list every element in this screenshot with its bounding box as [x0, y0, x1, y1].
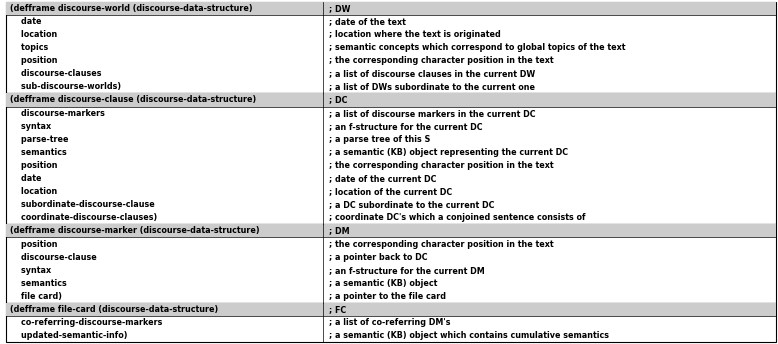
- Bar: [6, 303, 776, 342]
- Text: ; a semantic (KB) object which contains cumulative semantics: ; a semantic (KB) object which contains …: [329, 331, 609, 340]
- Text: ; a semantic (KB) object: ; a semantic (KB) object: [329, 279, 437, 288]
- Text: ; a parse tree of this S: ; a parse tree of this S: [329, 135, 430, 144]
- Text: ; coordinate DC's which a conjoined sentence consists of: ; coordinate DC's which a conjoined sent…: [329, 213, 586, 222]
- Text: ; the corresponding character position in the text: ; the corresponding character position i…: [329, 161, 554, 170]
- Bar: [6, 2, 776, 15]
- Text: position: position: [10, 161, 58, 170]
- Text: ; a list of discourse markers in the current DC: ; a list of discourse markers in the cur…: [329, 109, 536, 118]
- Text: date: date: [10, 17, 41, 26]
- Text: position: position: [10, 239, 58, 249]
- Text: ; semantic concepts which correspond to global topics of the text: ; semantic concepts which correspond to …: [329, 43, 626, 52]
- Text: ; a list of co-referring DM's: ; a list of co-referring DM's: [329, 318, 450, 327]
- Text: syntax: syntax: [10, 266, 51, 275]
- Text: (defframe discourse-world (discourse-data-structure): (defframe discourse-world (discourse-dat…: [10, 4, 253, 13]
- Text: ; an f-structure for the current DC: ; an f-structure for the current DC: [329, 122, 482, 131]
- Text: updated-semantic-info): updated-semantic-info): [10, 331, 128, 340]
- Bar: [6, 2, 776, 94]
- Bar: [6, 303, 776, 316]
- Bar: [6, 224, 776, 237]
- Text: ; DW: ; DW: [329, 4, 351, 13]
- Bar: [6, 224, 776, 303]
- Text: location: location: [10, 30, 58, 39]
- Text: ; location of the current DC: ; location of the current DC: [329, 187, 452, 196]
- Text: sub-discourse-worlds): sub-discourse-worlds): [10, 82, 121, 92]
- Text: ; the corresponding character position in the text: ; the corresponding character position i…: [329, 239, 554, 249]
- Text: ; an f-structure for the current DM: ; an f-structure for the current DM: [329, 266, 485, 275]
- Text: ; DC: ; DC: [329, 95, 348, 105]
- Bar: [6, 94, 776, 224]
- Text: ; date of the text: ; date of the text: [329, 17, 406, 26]
- Text: semantics: semantics: [10, 279, 67, 288]
- Text: coordinate-discourse-clauses): coordinate-discourse-clauses): [10, 213, 157, 222]
- Text: discourse-markers: discourse-markers: [10, 109, 105, 118]
- Text: ; FC: ; FC: [329, 305, 346, 314]
- Text: location: location: [10, 187, 58, 196]
- Text: semantics: semantics: [10, 148, 67, 157]
- Text: subordinate-discourse-clause: subordinate-discourse-clause: [10, 200, 155, 209]
- Text: ; a pointer back to DC: ; a pointer back to DC: [329, 252, 428, 262]
- Text: ; a semantic (KB) object representing the current DC: ; a semantic (KB) object representing th…: [329, 148, 568, 157]
- Text: syntax: syntax: [10, 122, 51, 131]
- Text: ; a list of discourse clauses in the current DW: ; a list of discourse clauses in the cur…: [329, 69, 535, 78]
- Text: ; a DC subordinate to the current DC: ; a DC subordinate to the current DC: [329, 200, 495, 209]
- Text: date: date: [10, 174, 41, 183]
- Text: (defframe discourse-clause (discourse-data-structure): (defframe discourse-clause (discourse-da…: [10, 95, 257, 105]
- Text: discourse-clause: discourse-clause: [10, 252, 97, 262]
- Text: ; location where the text is originated: ; location where the text is originated: [329, 30, 501, 39]
- Text: (defframe file-card (discourse-data-structure): (defframe file-card (discourse-data-stru…: [10, 305, 219, 314]
- Text: ; a list of DWs subordinate to the current one: ; a list of DWs subordinate to the curre…: [329, 82, 535, 92]
- Text: ; the corresponding character position in the text: ; the corresponding character position i…: [329, 56, 554, 65]
- Text: parse-tree: parse-tree: [10, 135, 68, 144]
- Text: co-referring-discourse-markers: co-referring-discourse-markers: [10, 318, 163, 327]
- Text: (defframe discourse-marker (discourse-data-structure): (defframe discourse-marker (discourse-da…: [10, 226, 260, 235]
- Text: discourse-clauses: discourse-clauses: [10, 69, 102, 78]
- Text: ; date of the current DC: ; date of the current DC: [329, 174, 436, 183]
- Text: ; DM: ; DM: [329, 226, 350, 235]
- Text: topics: topics: [10, 43, 48, 52]
- Text: ; a pointer to the file card: ; a pointer to the file card: [329, 292, 446, 301]
- Text: position: position: [10, 56, 58, 65]
- Bar: [6, 94, 776, 107]
- Text: file card): file card): [10, 292, 62, 301]
